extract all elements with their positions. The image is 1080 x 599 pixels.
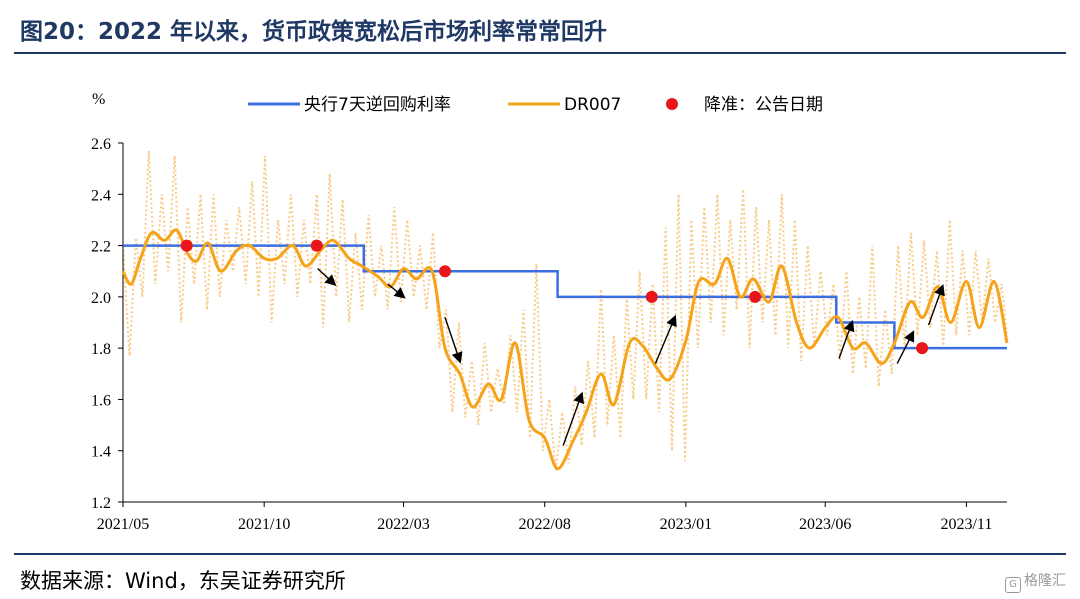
- legend-omo-label: 央行7天逆回购利率: [304, 95, 451, 115]
- title-rule: [14, 52, 1066, 54]
- dr007-line: [121, 228, 1009, 471]
- legend: 央行7天逆回购利率 DR007 降准：公告日期: [248, 95, 823, 115]
- axes: 1.2 1.4 1.6 1.8 2.0 2.2 2.4 2.6 2021/05 2021/10 20…: [91, 136, 1007, 533]
- y-tick-label: 1.4: [91, 444, 111, 461]
- rrr-cut-dot: [180, 239, 193, 252]
- rrr-cut-dot: [439, 265, 452, 278]
- legend-dr007-label: DR007: [564, 95, 621, 115]
- series-layer: [121, 228, 1009, 471]
- y-tick-label: 1.6: [91, 392, 111, 409]
- legend-rrr-swatch: [666, 98, 678, 110]
- figure-title: 图20：2022 年以来，货币政策宽松后市场利率常常回升: [20, 19, 608, 45]
- trend-arrow: [654, 314, 677, 364]
- trend-arrow: [444, 317, 463, 364]
- omo-rate-line: [123, 244, 1007, 350]
- y-tick-label: 2.2: [91, 239, 111, 256]
- trend-arrow: [838, 319, 855, 359]
- watermark-text: 格隆汇: [1024, 573, 1066, 589]
- watermark-logo-icon: G: [1005, 577, 1021, 593]
- trend-arrow: [896, 330, 915, 364]
- x-tick-label: 2021/05: [97, 516, 149, 533]
- rrr-cut-dot: [310, 239, 323, 252]
- x-tick-label: 2023/11: [940, 516, 992, 533]
- rrr-cut-dot: [916, 342, 929, 355]
- rrr-cut-dot: [749, 290, 762, 303]
- x-tick-label: 2023/01: [660, 516, 712, 533]
- dr007-daily-line: [122, 150, 1008, 472]
- rrr-dots-layer: [180, 239, 929, 355]
- x-tick-label: 2023/06: [799, 516, 851, 533]
- y-axis-unit: %: [92, 91, 105, 108]
- trend-arrow: [317, 268, 337, 286]
- source-rule: [14, 553, 1066, 555]
- x-tick-label: 2022/08: [518, 516, 570, 533]
- trend-arrow: [927, 283, 945, 326]
- y-tick-label: 2.6: [91, 136, 111, 153]
- x-tick-label: 2022/03: [377, 516, 429, 533]
- dr007-daily-layer: [122, 150, 1008, 472]
- y-tick-label: 2.0: [91, 290, 111, 307]
- trend-arrow: [562, 391, 585, 446]
- y-tick-label: 1.2: [91, 495, 111, 512]
- trend-arrow: [387, 283, 406, 299]
- y-tick-label: 1.8: [91, 341, 111, 358]
- rrr-cut-dot: [645, 290, 658, 303]
- watermark: G 格隆汇: [1005, 570, 1066, 593]
- data-source: 数据来源：Wind，东吴证券研究所: [20, 569, 346, 593]
- annotation-arrows: [317, 268, 945, 446]
- x-tick-label: 2021/10: [238, 516, 290, 533]
- legend-rrr-label: 降准：公告日期: [704, 95, 823, 115]
- y-tick-label: 2.4: [91, 187, 111, 204]
